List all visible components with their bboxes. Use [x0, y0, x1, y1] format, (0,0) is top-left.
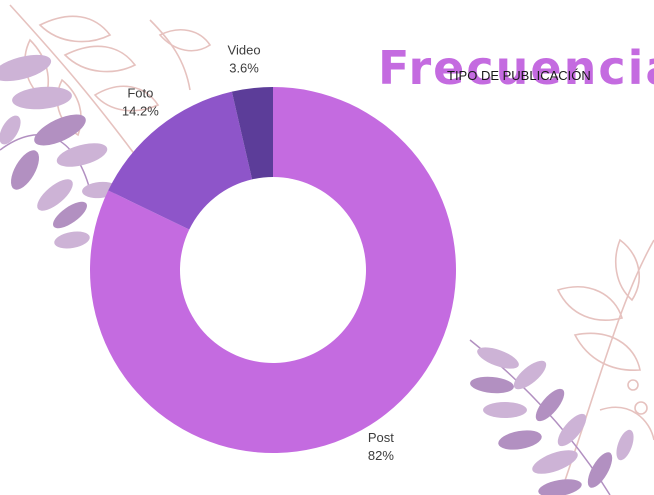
left-purple-leaves — [0, 54, 118, 249]
slice-label-name: Foto — [127, 85, 153, 100]
slice-label-name: Post — [368, 430, 394, 445]
chart-slices — [89, 87, 457, 454]
slice-label-foto: Foto 14.2% — [122, 85, 159, 118]
slice-label-post: Post 82% — [368, 430, 394, 463]
bottom-right-purple-leaves — [469, 339, 634, 495]
slice-label-video: Video 3.6% — [228, 42, 261, 75]
slice-foto — [108, 91, 253, 230]
chart-labels: Post 82% Foto 14.2% Video 3.6% — [122, 42, 394, 463]
slice-label-value: 14.2% — [122, 103, 159, 118]
banner-subtitle: TIPO DE PUBLICACIÓN — [447, 68, 591, 83]
banner-title: Frecuencia — [378, 41, 654, 95]
slice-label-value: 82% — [368, 448, 394, 463]
slice-video — [231, 87, 273, 180]
slice-post — [89, 87, 457, 454]
slice-label-value: 3.6% — [229, 60, 259, 75]
slice-label-name: Video — [228, 42, 261, 57]
right-line-art — [556, 238, 654, 495]
